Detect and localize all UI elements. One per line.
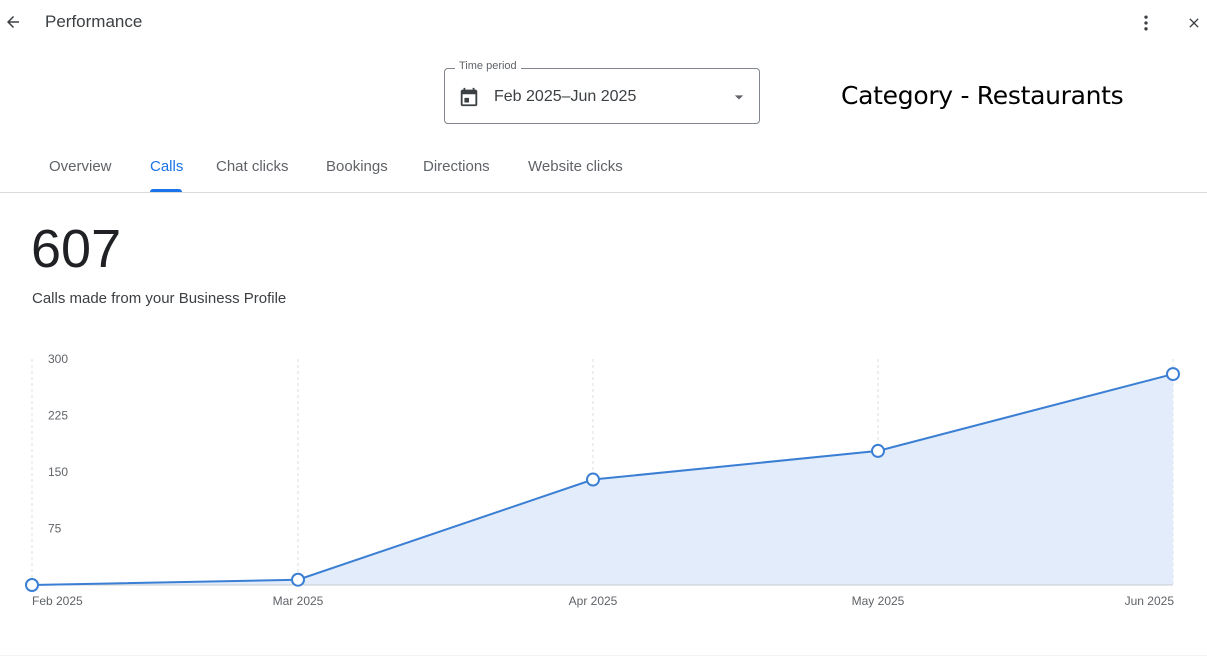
close-icon xyxy=(1189,18,1199,28)
arrow-left-icon xyxy=(7,16,19,28)
tab-directions[interactable]: Directions xyxy=(423,158,490,175)
time-period-select[interactable]: Time period Feb 2025–Jun 2025 xyxy=(444,60,760,124)
calls-chart: 300 225 150 75 Feb 2025 Mar 2025 Apr 2025 May 2… xyxy=(25,352,1180,608)
y-tick-label: 300 xyxy=(48,352,68,366)
data-point xyxy=(1166,367,1180,382)
calendar-icon xyxy=(460,87,478,107)
time-period-value: Feb 2025–Jun 2025 xyxy=(494,88,637,105)
arrow-drop-down-icon xyxy=(734,95,744,100)
x-tick-label: May 2025 xyxy=(852,594,905,608)
more-options-button[interactable] xyxy=(1134,9,1158,37)
active-tab-indicator xyxy=(150,189,182,192)
y-tick-label: 225 xyxy=(48,409,68,423)
metric-value: 607 xyxy=(31,219,122,279)
x-tick-label: Jun 2025 xyxy=(1125,594,1175,608)
time-period-legend: Time period xyxy=(455,60,521,72)
tab-website-clicks[interactable]: Website clicks xyxy=(528,158,623,175)
tab-overview[interactable]: Overview xyxy=(49,158,112,175)
page-title: Performance xyxy=(45,12,143,31)
data-point xyxy=(586,472,600,487)
close-button[interactable] xyxy=(1181,9,1207,37)
back-button[interactable] xyxy=(0,6,26,38)
x-tick-label: Apr 2025 xyxy=(569,594,618,608)
tab-bar: Overview Calls Chat clicks Bookings Dire… xyxy=(0,148,1207,193)
category-label: Category - Restaurants xyxy=(841,81,1124,110)
tab-bookings[interactable]: Bookings xyxy=(326,158,388,175)
y-tick-label: 150 xyxy=(48,465,68,479)
more-vert-icon xyxy=(1144,15,1148,31)
metric-label: Calls made from your Business Profile xyxy=(32,290,287,307)
x-tick-label: Feb 2025 xyxy=(32,594,83,608)
bottom-divider xyxy=(0,655,1207,656)
data-point xyxy=(291,572,305,587)
data-point xyxy=(871,443,885,458)
data-point xyxy=(25,578,39,592)
top-bar: Performance xyxy=(0,0,1207,46)
x-tick-label: Mar 2025 xyxy=(273,594,324,608)
tab-chat-clicks[interactable]: Chat clicks xyxy=(216,158,289,175)
y-tick-label: 75 xyxy=(48,522,62,536)
tab-calls[interactable]: Calls xyxy=(150,158,184,175)
